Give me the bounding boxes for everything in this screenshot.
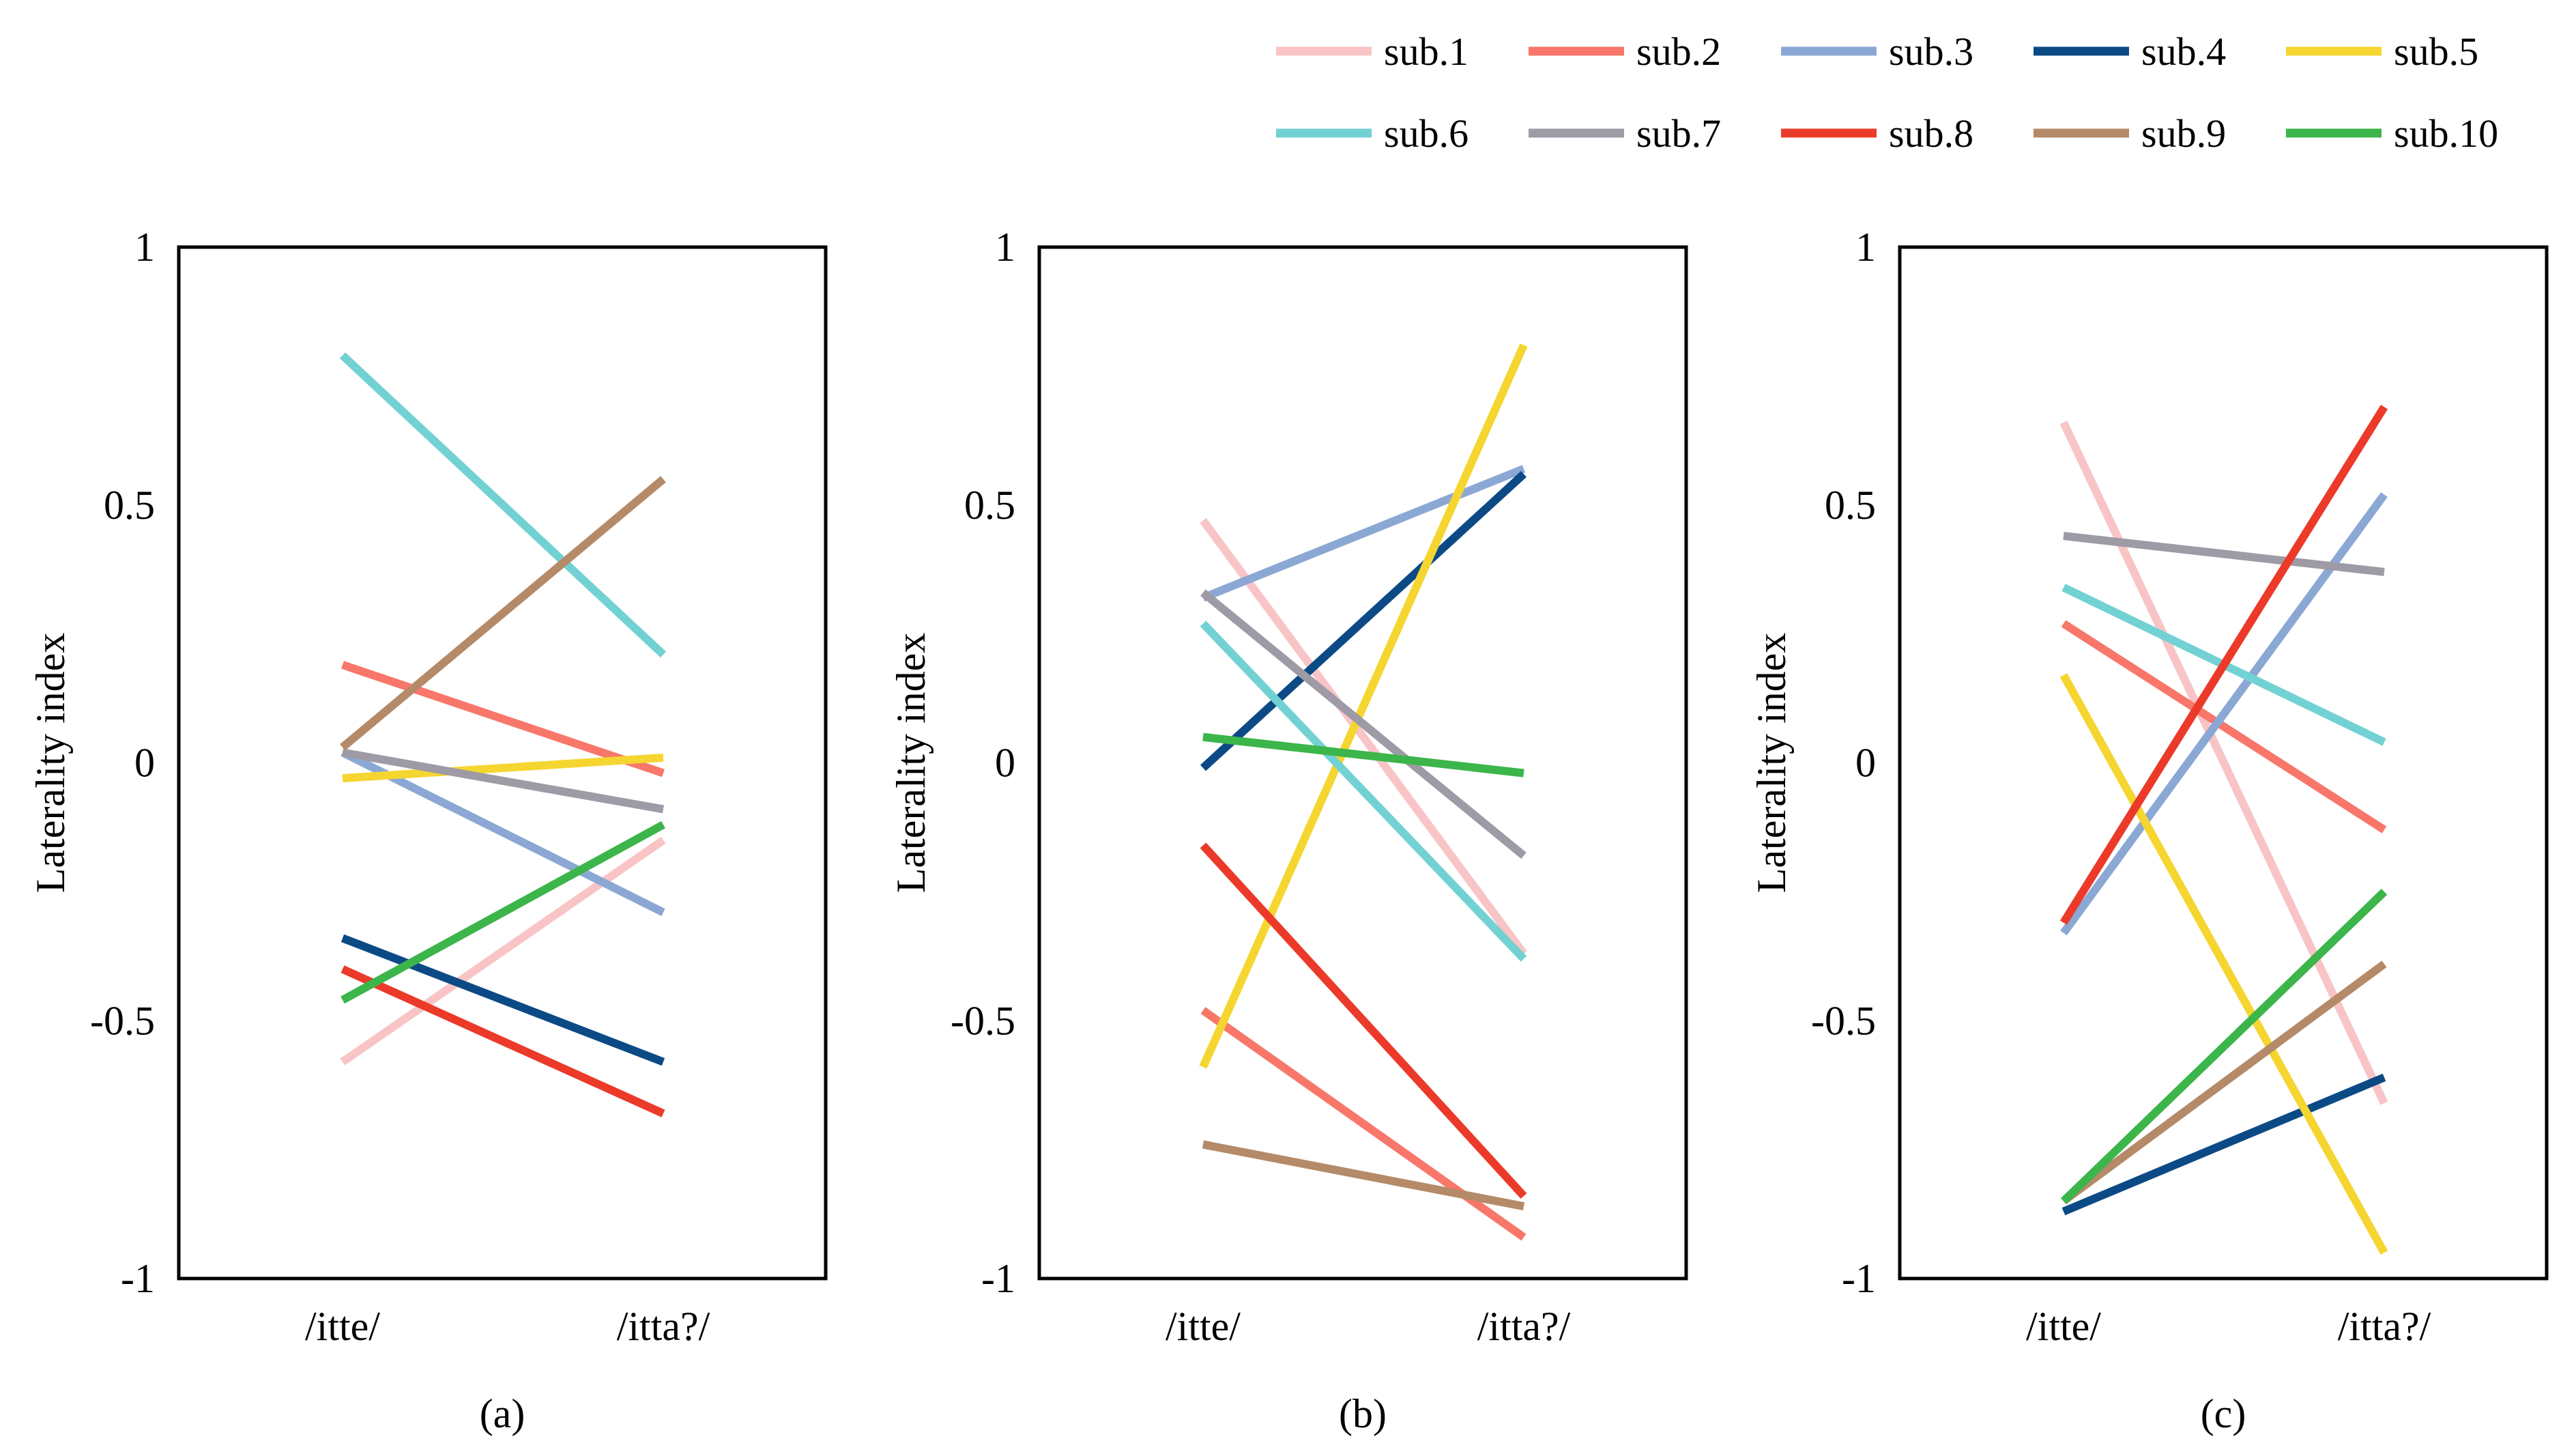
series-line-sub-5 [1199, 343, 1528, 1069]
series-lines [339, 352, 667, 1117]
chart-panels: 1 0.5 0 -0.5 -1 Laterality index/itte/ /itta?/… [28, 225, 2549, 1436]
series-line-sub-1 [1200, 517, 1527, 956]
series-line-sub-10 [1202, 732, 1524, 777]
series-line-sub-8 [1200, 842, 1527, 1199]
y-tick-label: -0.5 [90, 998, 155, 1043]
series-line-sub-10 [2060, 889, 2388, 1204]
legend-entry-sub-4: sub.4 [2034, 29, 2226, 74]
panel-c: 1 0.5 0 -0.5 -1 Laterality index/itte/ /itta?/… [1749, 225, 2549, 1436]
y-tick-label: -0.5 [951, 998, 1015, 1043]
y-tick-label: -1 [121, 1256, 155, 1301]
panel-label: (b) [1339, 1391, 1387, 1436]
series-line-sub-2 [341, 661, 665, 777]
series-line-sub-9 [340, 476, 666, 751]
y-tick-label: 1 [134, 225, 155, 270]
series-line-sub-3 [2060, 492, 2388, 936]
series-line-sub-5 [2059, 673, 2388, 1255]
x-tick-label: /itte/ [2026, 1304, 2101, 1349]
legend: sub.1 sub.2 sub.3 sub.4 sub.5 sub.6 sub.7 sub.8… [1276, 29, 2498, 156]
legend-entry-sub-9: sub.9 [2034, 111, 2226, 156]
y-tick-label: 0 [995, 741, 1015, 786]
x-tick-label: /itta?/ [2338, 1304, 2431, 1349]
legend-label-sub-8: sub.8 [1889, 111, 1973, 156]
y-tick-label: -1 [981, 1256, 1015, 1301]
series-line-sub-5 [342, 753, 664, 783]
panel-label: (c) [2201, 1391, 2246, 1436]
series-line-sub-10 [341, 820, 665, 1004]
series-line-sub-3 [341, 749, 665, 916]
series-line-sub-6 [339, 352, 667, 658]
legend-label-sub-5: sub.5 [2394, 29, 2478, 74]
x-tick-label: /itta?/ [617, 1304, 710, 1349]
legend-entry-sub-10: sub.10 [2286, 111, 2498, 156]
series-line-sub-7 [341, 748, 665, 814]
series-lines [1199, 343, 1528, 1241]
panel-b: 1 0.5 0 -0.5 -1 Laterality index/itte/ /itta?/… [888, 225, 1688, 1436]
legend-entry-sub-8: sub.8 [1781, 111, 1973, 156]
series-line-sub-3 [1201, 465, 1526, 602]
series-line-sub-8 [341, 965, 665, 1117]
series-line-sub-9 [1202, 1140, 1525, 1211]
plot-frame [1037, 245, 1688, 1281]
y-tick-label: 1 [1855, 225, 1876, 270]
plot-frame [1898, 245, 2549, 1281]
panel-label: (a) [480, 1391, 525, 1436]
series-line-sub-9 [2061, 960, 2387, 1205]
series-line-sub-4 [1200, 470, 1527, 771]
legend-label-sub-10: sub.10 [2394, 111, 2498, 156]
x-tick-label: /itta?/ [1477, 1304, 1571, 1349]
series-line-sub-1 [340, 836, 666, 1066]
legend-label-sub-9: sub.9 [2141, 111, 2226, 156]
legend-entry-sub-3: sub.3 [1781, 29, 1973, 74]
legend-entry-sub-7: sub.7 [1529, 111, 1721, 156]
y-axis-label: Laterality index [888, 633, 934, 894]
y-tick-label: 0.5 [1825, 483, 1876, 528]
series-line-sub-8 [2059, 405, 2388, 925]
series-line-sub-1 [2059, 420, 2388, 1105]
legend-entry-sub-6: sub.6 [1276, 111, 1468, 156]
y-tick-label: 0 [134, 741, 155, 786]
series-line-sub-2 [1200, 1007, 1526, 1241]
y-axis-label: Laterality index [28, 633, 73, 894]
series-line-sub-4 [2061, 1073, 2386, 1216]
series-lines [2059, 405, 2388, 1255]
series-line-sub-4 [341, 934, 665, 1066]
y-tick-label: -1 [1842, 1256, 1876, 1301]
y-axis-label: Laterality index [1749, 633, 1794, 894]
legend-label-sub-2: sub.2 [1636, 29, 1721, 74]
y-tick-label: 0.5 [104, 483, 155, 528]
series-line-sub-7 [2063, 532, 2385, 576]
legend-entry-sub-5: sub.5 [2286, 29, 2478, 74]
series-line-sub-6 [1200, 620, 1527, 962]
y-tick-label: 0 [1855, 741, 1876, 786]
y-tick-label: 0.5 [964, 483, 1015, 528]
legend-label-sub-3: sub.3 [1889, 29, 1973, 74]
legend-label-sub-6: sub.6 [1384, 111, 1468, 156]
x-tick-label: /itte/ [1166, 1304, 1241, 1349]
legend-label-sub-4: sub.4 [2141, 29, 2226, 74]
series-line-sub-7 [1200, 589, 1526, 859]
legend-entry-sub-2: sub.2 [1529, 29, 1721, 74]
plot-frame [177, 245, 828, 1281]
x-tick-label: /itte/ [305, 1304, 380, 1349]
legend-label-sub-7: sub.7 [1636, 111, 1721, 156]
panel-a: 1 0.5 0 -0.5 -1 Laterality index/itte/ /itta?/… [28, 225, 828, 1436]
legend-entry-sub-1: sub.1 [1276, 29, 1468, 74]
y-tick-label: 1 [995, 225, 1015, 270]
y-tick-label: -0.5 [1811, 998, 1876, 1043]
legend-label-sub-1: sub.1 [1384, 29, 1468, 74]
series-line-sub-2 [2061, 620, 2387, 833]
